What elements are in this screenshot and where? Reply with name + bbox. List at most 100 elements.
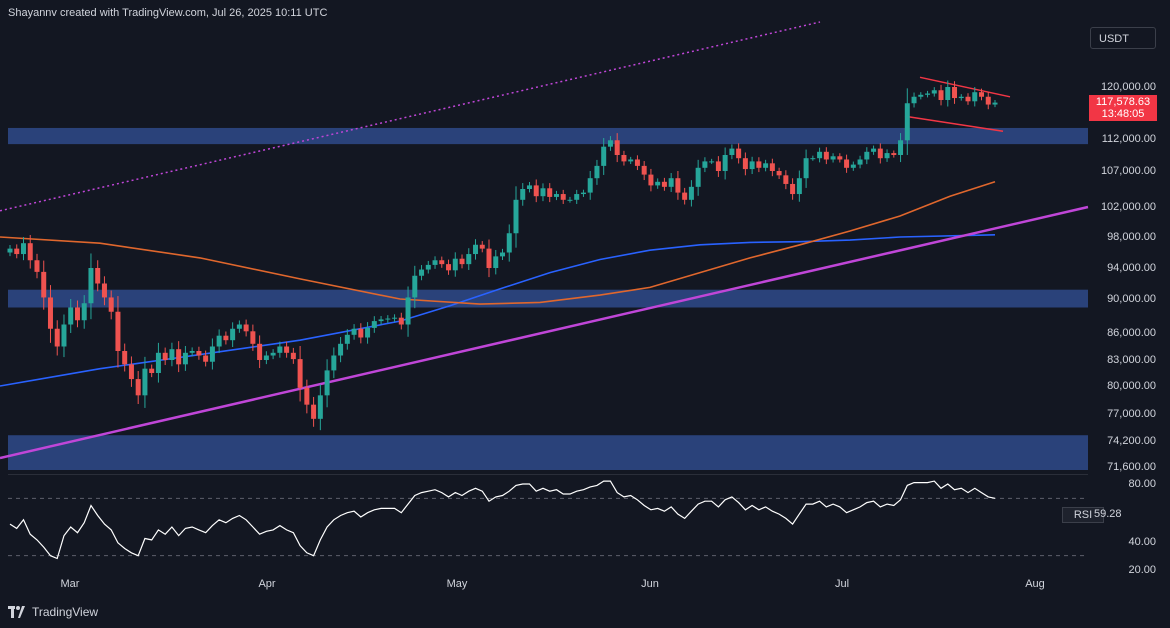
support-resistance-zone [8,289,1088,308]
candle-up [729,144,735,160]
candle-down [243,319,249,337]
candle-body [7,248,13,253]
candle-body [817,151,823,159]
rsi-label: RSI [1062,507,1104,523]
candle-body [493,256,499,268]
candle-body [783,175,789,184]
candle-up [871,145,877,155]
currency-selector[interactable]: USDT [1090,27,1156,49]
candle-body [88,268,94,304]
y-axis-tick-label: 120,000.00 [1100,81,1156,93]
candle-body [763,163,769,168]
candle-down [223,331,229,345]
candle-body [223,335,229,341]
candle-body [925,93,931,95]
candle-down [736,143,742,164]
candle-body [81,303,87,321]
candle-body [769,163,775,171]
candle-up [688,180,694,207]
support-resistance-zone [8,435,1088,470]
candle-body [459,258,465,265]
candle-up [155,342,161,383]
candle-body [20,243,26,255]
candle-body [331,355,337,371]
candle-down [176,341,182,373]
rsi-value: 59.28 [1094,508,1122,520]
candle-down [290,347,296,364]
candle-body [938,90,944,100]
candle-body [47,297,53,329]
candle-up [931,87,937,97]
candle-body [560,194,566,200]
candle-down [41,260,47,310]
candle-down [742,152,748,176]
x-axis-tick-label: Mar [60,578,80,590]
candle-body [904,103,910,141]
candle-down [648,168,654,192]
candle-down [162,347,168,366]
candle-body [898,140,904,155]
candle-body [155,352,161,373]
candle-down [823,147,829,165]
candle-down [783,170,789,190]
candle-up [749,156,755,175]
candle-body [135,379,141,396]
rsi-axis-tick-label: 20.00 [1128,564,1156,576]
candle-countdown: 13:48:05 [1101,108,1145,120]
candle-down [446,259,452,275]
candle-body [439,260,445,265]
pane-separator [8,474,1088,475]
candle-up [520,183,526,206]
candle-body [553,194,559,197]
candle-body [972,92,978,102]
candle-up [61,314,67,358]
candle-up [277,341,283,358]
candle-up [830,153,836,163]
candle-up [945,80,951,107]
candle-body [661,181,667,187]
candle-up [317,384,323,431]
candle-down [304,379,310,414]
candle-body [344,334,350,344]
candle-up [655,178,661,189]
candle-down [979,88,985,101]
candle-up [344,329,350,350]
candle-up [331,347,337,379]
candle-down [398,312,404,330]
candle-down [27,234,33,269]
candle-up [142,356,148,408]
candle-down [675,171,681,200]
candle-body [149,368,155,373]
candle-down [14,244,20,259]
candle-up [607,136,613,151]
candle-body [857,159,863,165]
candle-up [20,237,26,261]
candle-body [513,199,519,234]
candle-body [182,352,188,365]
candle-down [74,300,80,328]
candle-body [230,328,236,341]
candle-body [506,233,512,253]
candle-up [594,159,600,185]
candle-up [763,159,769,172]
candle-up [628,156,634,164]
candle-up [850,161,856,171]
candle-down [985,92,991,110]
tradingview-brand: TradingView [32,605,99,619]
last-price-tag: 117,578.63 13:48:05 [1089,95,1157,121]
candle-up [904,88,910,155]
candle-body [526,185,532,189]
candle-body [682,192,688,200]
candle-body [520,189,526,200]
candle-body [203,355,209,362]
candle-body [641,165,647,175]
candle-body [736,148,742,159]
candle-body [115,311,121,351]
candle-up [864,147,870,165]
tradingview-logo[interactable]: TradingView [8,605,98,619]
candle-body [284,346,290,353]
candle-body [709,161,715,163]
candle-body [365,327,371,338]
candle-down [257,335,263,369]
